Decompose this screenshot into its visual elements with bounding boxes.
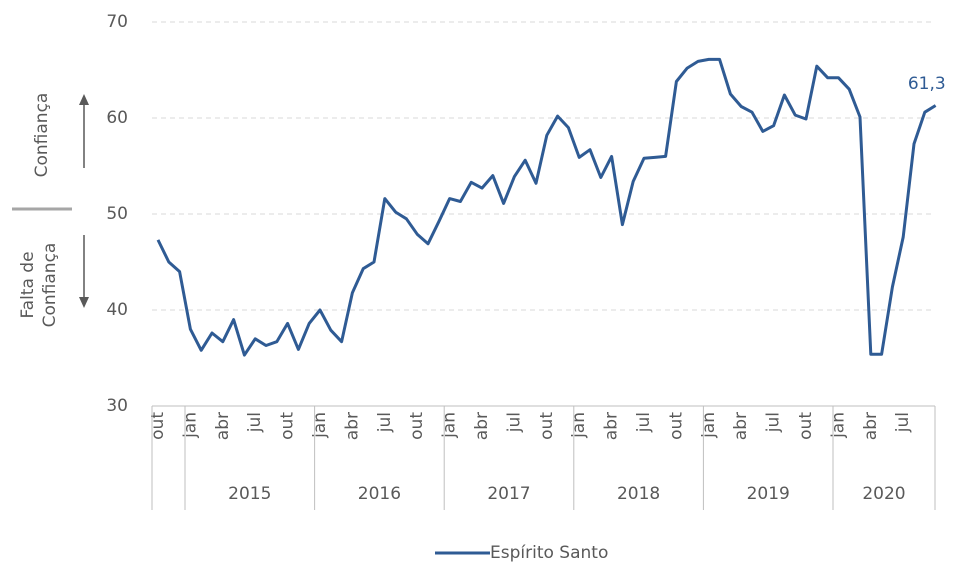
year-label: 2019 xyxy=(747,484,790,504)
x-tick-label: abr xyxy=(342,412,362,440)
x-tick-label: jul xyxy=(634,412,654,433)
year-label: 2016 xyxy=(358,484,401,504)
data-label: 61,3 xyxy=(908,74,946,94)
x-tick-label: out xyxy=(666,412,686,440)
line xyxy=(156,57,937,357)
annotation: Falta de xyxy=(18,251,38,318)
year-label: 2015 xyxy=(228,484,271,504)
x-tick-label: jul xyxy=(245,412,265,433)
x-tick-label: out xyxy=(148,412,168,440)
arrow-head xyxy=(79,297,89,308)
x-tick-label: abr xyxy=(602,412,622,440)
x-tick-label: jan xyxy=(440,412,460,439)
annotation: Confiança xyxy=(40,243,60,328)
year-label: 2017 xyxy=(487,484,530,504)
x-tick-label: jan xyxy=(828,412,848,439)
x-tick-label: jul xyxy=(375,412,395,433)
x-tick-label: jan xyxy=(180,412,200,439)
x-tick-label: abr xyxy=(472,412,492,440)
y-tick-label: 40 xyxy=(106,300,128,320)
x-tick-label: out xyxy=(407,412,427,440)
x-tick-label: jul xyxy=(893,412,913,433)
x-tick-label: out xyxy=(278,412,298,440)
x-tick-label: jul xyxy=(504,412,524,433)
y-tick-label: 50 xyxy=(106,204,128,224)
x-tick-label: jan xyxy=(310,412,330,439)
year-label: 2018 xyxy=(617,484,660,504)
y-tick-label: 60 xyxy=(106,108,128,128)
year-label: 2020 xyxy=(862,484,905,504)
x-tick-label: jan xyxy=(569,412,589,439)
legend-label: Espírito Santo xyxy=(490,543,608,563)
x-tick-label: jul xyxy=(764,412,784,433)
y-tick-label: 70 xyxy=(106,12,128,32)
x-tick-label: abr xyxy=(731,412,751,440)
x-tick-label: jan xyxy=(699,412,719,439)
x-tick-label: abr xyxy=(861,412,881,440)
x-tick-label: out xyxy=(537,412,557,440)
arrow-head xyxy=(79,94,89,105)
y-tick-label: 30 xyxy=(106,396,128,416)
x-tick-label: out xyxy=(796,412,816,440)
x-tick-label: abr xyxy=(213,412,233,440)
annotation: Confiança xyxy=(32,93,52,178)
